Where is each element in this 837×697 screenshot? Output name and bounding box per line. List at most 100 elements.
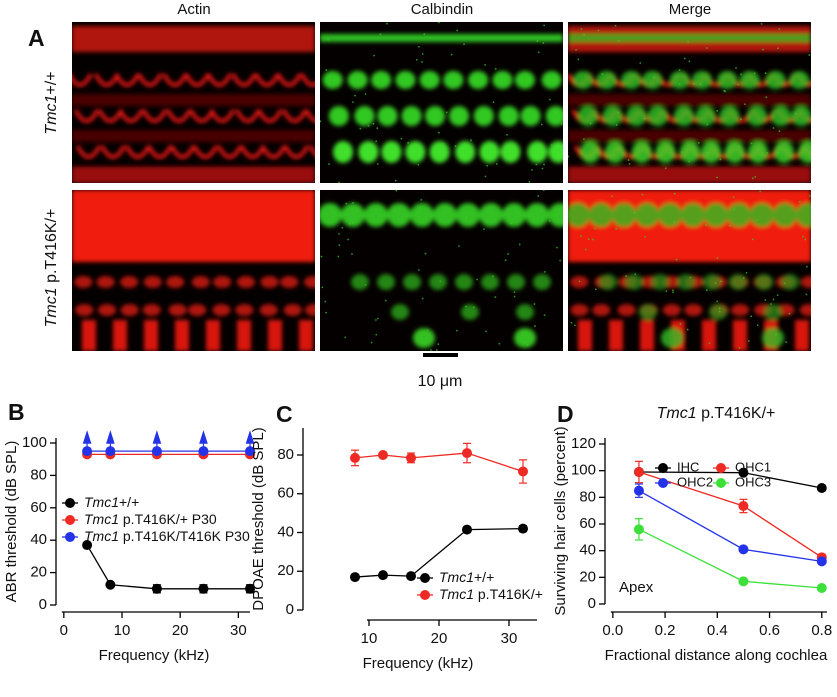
calb-cell: [456, 203, 480, 227]
x-tick-label: 0.8: [811, 622, 832, 639]
actin-pillar: [578, 320, 592, 351]
speck: [458, 245, 460, 247]
calb-cell: [333, 141, 354, 163]
actin-cell: [257, 109, 283, 123]
speck: [777, 47, 779, 50]
legend-label: Tmc1+/+: [439, 569, 494, 585]
speck: [364, 283, 367, 286]
speck: [644, 235, 647, 238]
calb-cell: [703, 274, 721, 290]
panel-label: B: [8, 399, 25, 425]
calb-cell: [577, 106, 598, 126]
actin-cell: [260, 276, 279, 288]
x-tick-label: 0: [60, 622, 68, 639]
speck: [751, 177, 754, 180]
calb-cell: [455, 141, 476, 163]
speck: [543, 163, 545, 166]
calb-cell: [533, 274, 551, 290]
speck: [770, 303, 772, 305]
calb-cell: [770, 106, 791, 126]
calb-cell: [548, 141, 563, 163]
speck: [542, 42, 545, 44]
actin-pillar: [237, 320, 251, 351]
legend-marker: [65, 532, 75, 542]
speck: [338, 233, 340, 235]
speck: [597, 29, 600, 32]
speck: [594, 288, 597, 291]
actin-pillar: [206, 320, 220, 351]
speck: [485, 330, 487, 333]
speck: [723, 89, 726, 92]
legend-marker: [716, 463, 726, 473]
speck: [348, 222, 351, 225]
actin-row: [568, 130, 811, 142]
actin-cell: [662, 304, 681, 316]
speck: [463, 43, 465, 46]
calb-cell: [655, 141, 676, 163]
actin-cell: [239, 145, 266, 159]
speck: [788, 312, 791, 315]
actin-row: [568, 94, 811, 106]
speck: [325, 311, 328, 314]
calb-cell: [755, 274, 773, 290]
speck: [751, 238, 754, 241]
marker: [82, 540, 93, 551]
speck: [555, 213, 558, 216]
marker: [738, 467, 749, 478]
marker: [633, 485, 644, 496]
row-label: Tmc1+/+: [43, 71, 60, 134]
actin-cell: [235, 304, 254, 316]
speck: [506, 153, 509, 156]
calb-cell: [746, 106, 767, 126]
actin-cell: [731, 304, 750, 316]
legend-entry: Tmc1 p.T416K/+: [417, 586, 543, 602]
speck: [699, 83, 702, 86]
speck: [594, 227, 597, 230]
speck: [373, 54, 376, 57]
speck: [802, 235, 804, 238]
speck: [653, 76, 655, 79]
legend-marker: [658, 478, 668, 488]
speck: [456, 29, 459, 32]
actin-row: [72, 130, 315, 142]
legend-marker: [65, 515, 75, 525]
calb-cell: [773, 141, 794, 163]
speck: [375, 319, 377, 321]
speck: [783, 282, 786, 285]
calb-cell: [580, 141, 601, 163]
y-tick-label: 100: [571, 462, 596, 479]
speck: [560, 122, 563, 125]
speck: [785, 341, 788, 344]
y-tick-label: 80: [579, 488, 596, 505]
speck: [423, 33, 426, 36]
calb-cell: [647, 106, 668, 126]
speck: [352, 202, 354, 204]
speck: [338, 244, 341, 247]
legend-label: Tmc1 p.T416K/T416K P30: [84, 528, 250, 544]
y-tick-label: 40: [30, 531, 47, 548]
speck: [633, 211, 636, 214]
calb-cell: [568, 203, 590, 227]
calb-cell: [429, 141, 450, 163]
legend-label: IHC: [677, 459, 699, 474]
calb-cell: [727, 203, 751, 227]
calb-cell: [719, 106, 740, 126]
speck: [683, 57, 686, 60]
calb-cell: [573, 71, 594, 89]
y-tick-label: 20: [30, 564, 47, 581]
marker: [816, 556, 827, 567]
actin-cell: [304, 109, 315, 123]
calb-cell: [514, 328, 536, 348]
marker: [406, 571, 416, 582]
y-tick-label: 60: [30, 499, 47, 516]
y-tick-label: 0: [588, 595, 596, 612]
calb-cell: [401, 106, 422, 126]
actin-cell: [169, 145, 196, 159]
calb-cell: [631, 141, 652, 163]
speck: [705, 289, 708, 292]
speck: [762, 48, 764, 51]
speck: [536, 40, 539, 42]
speck: [376, 81, 379, 84]
calb-cell: [596, 71, 617, 89]
actin-cell: [236, 276, 255, 288]
